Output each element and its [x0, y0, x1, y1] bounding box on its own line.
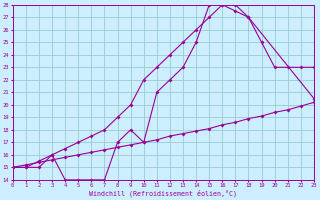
- X-axis label: Windchill (Refroidissement éolien,°C): Windchill (Refroidissement éolien,°C): [89, 190, 237, 197]
